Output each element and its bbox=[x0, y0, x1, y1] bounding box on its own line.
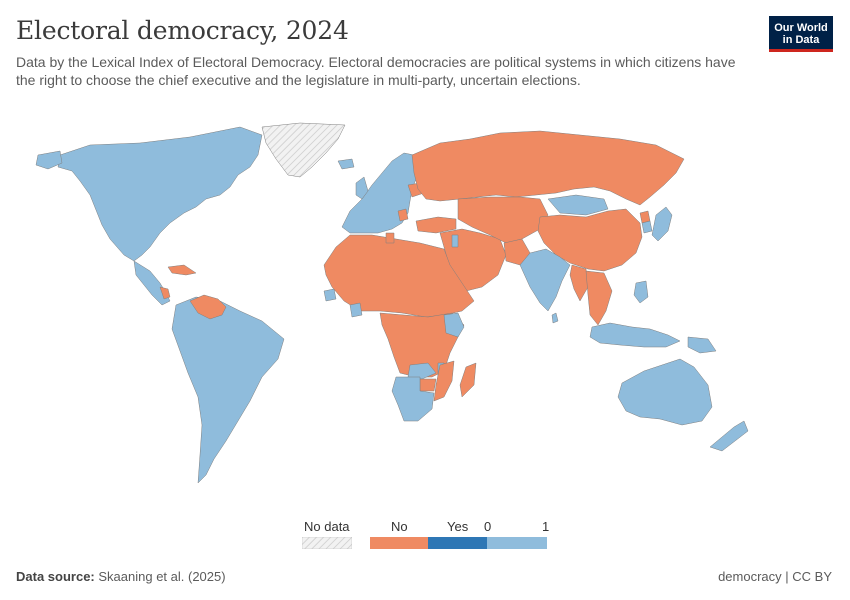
region-zimbabwe[interactable] bbox=[419, 378, 437, 392]
chart-title: Electoral democracy, 2024 bbox=[16, 16, 349, 45]
region-senegal[interactable] bbox=[323, 288, 337, 302]
region-japan[interactable] bbox=[651, 206, 673, 242]
region-myanmar[interactable] bbox=[569, 264, 589, 302]
legend-no-swatch[interactable] bbox=[370, 537, 428, 549]
region-venezuela[interactable] bbox=[189, 294, 227, 320]
region-greenland[interactable] bbox=[261, 122, 346, 178]
data-source-label: Data source: bbox=[16, 569, 95, 584]
region-central-america[interactable] bbox=[133, 260, 171, 306]
chart-subtitle: Data by the Lexical Index of Electoral D… bbox=[16, 54, 736, 88]
region-south-america[interactable] bbox=[171, 296, 285, 484]
map-legend: No data No Yes 0 1 bbox=[290, 515, 580, 555]
region-se-asia-mainland[interactable] bbox=[585, 270, 613, 326]
legend-yes-label: Yes bbox=[447, 519, 469, 534]
region-southern-africa[interactable] bbox=[391, 376, 435, 422]
region-north-america[interactable] bbox=[57, 126, 263, 262]
data-source: Data source: Skaaning et al. (2025) bbox=[16, 569, 226, 584]
region-nicaragua[interactable] bbox=[159, 286, 171, 300]
legend-no-data-swatch[interactable] bbox=[302, 537, 352, 549]
region-uk[interactable] bbox=[355, 176, 369, 200]
legend-one-label: 1 bbox=[542, 519, 550, 534]
region-cuba[interactable] bbox=[167, 264, 197, 276]
legend-zero-label: 0 bbox=[484, 519, 492, 534]
legend-range-swatch[interactable] bbox=[487, 537, 547, 549]
region-madagascar[interactable] bbox=[459, 362, 477, 398]
region-mongolia[interactable] bbox=[547, 194, 609, 216]
region-ghana[interactable] bbox=[349, 302, 363, 318]
region-serbia[interactable] bbox=[397, 208, 409, 222]
region-philippines[interactable] bbox=[633, 280, 649, 304]
region-israel[interactable] bbox=[451, 234, 459, 248]
legend-yes-swatch[interactable] bbox=[428, 537, 487, 549]
region-russia[interactable] bbox=[411, 130, 685, 206]
footer-license[interactable]: democracy | CC BY bbox=[718, 569, 832, 584]
data-source-link[interactable]: Skaaning et al. (2025) bbox=[98, 569, 226, 584]
world-map[interactable] bbox=[0, 115, 850, 510]
region-sri-lanka[interactable] bbox=[551, 312, 559, 324]
region-iceland[interactable] bbox=[337, 158, 355, 170]
region-north-africa[interactable] bbox=[323, 234, 475, 318]
region-papua-new-guinea[interactable] bbox=[687, 336, 717, 354]
region-mozambique[interactable] bbox=[433, 360, 455, 402]
region-alaska-west[interactable] bbox=[35, 150, 63, 170]
region-australia[interactable] bbox=[617, 358, 713, 426]
region-new-zealand[interactable] bbox=[709, 420, 749, 452]
region-kenya[interactable] bbox=[443, 312, 465, 338]
region-china[interactable] bbox=[537, 208, 643, 272]
legend-no-label: No bbox=[391, 519, 408, 534]
region-turkey[interactable] bbox=[415, 216, 457, 234]
region-india[interactable] bbox=[519, 248, 571, 312]
owid-logo[interactable]: Our World in Data bbox=[769, 16, 833, 52]
logo-line-2: in Data bbox=[782, 34, 820, 46]
legend-no-data-label: No data bbox=[304, 519, 350, 534]
region-indonesia[interactable] bbox=[589, 322, 681, 348]
logo-line-1: Our World bbox=[774, 22, 828, 34]
region-zambia[interactable] bbox=[407, 362, 437, 380]
region-tunisia[interactable] bbox=[385, 232, 395, 244]
region-central-asia[interactable] bbox=[457, 196, 549, 244]
region-south-korea[interactable] bbox=[641, 220, 653, 234]
